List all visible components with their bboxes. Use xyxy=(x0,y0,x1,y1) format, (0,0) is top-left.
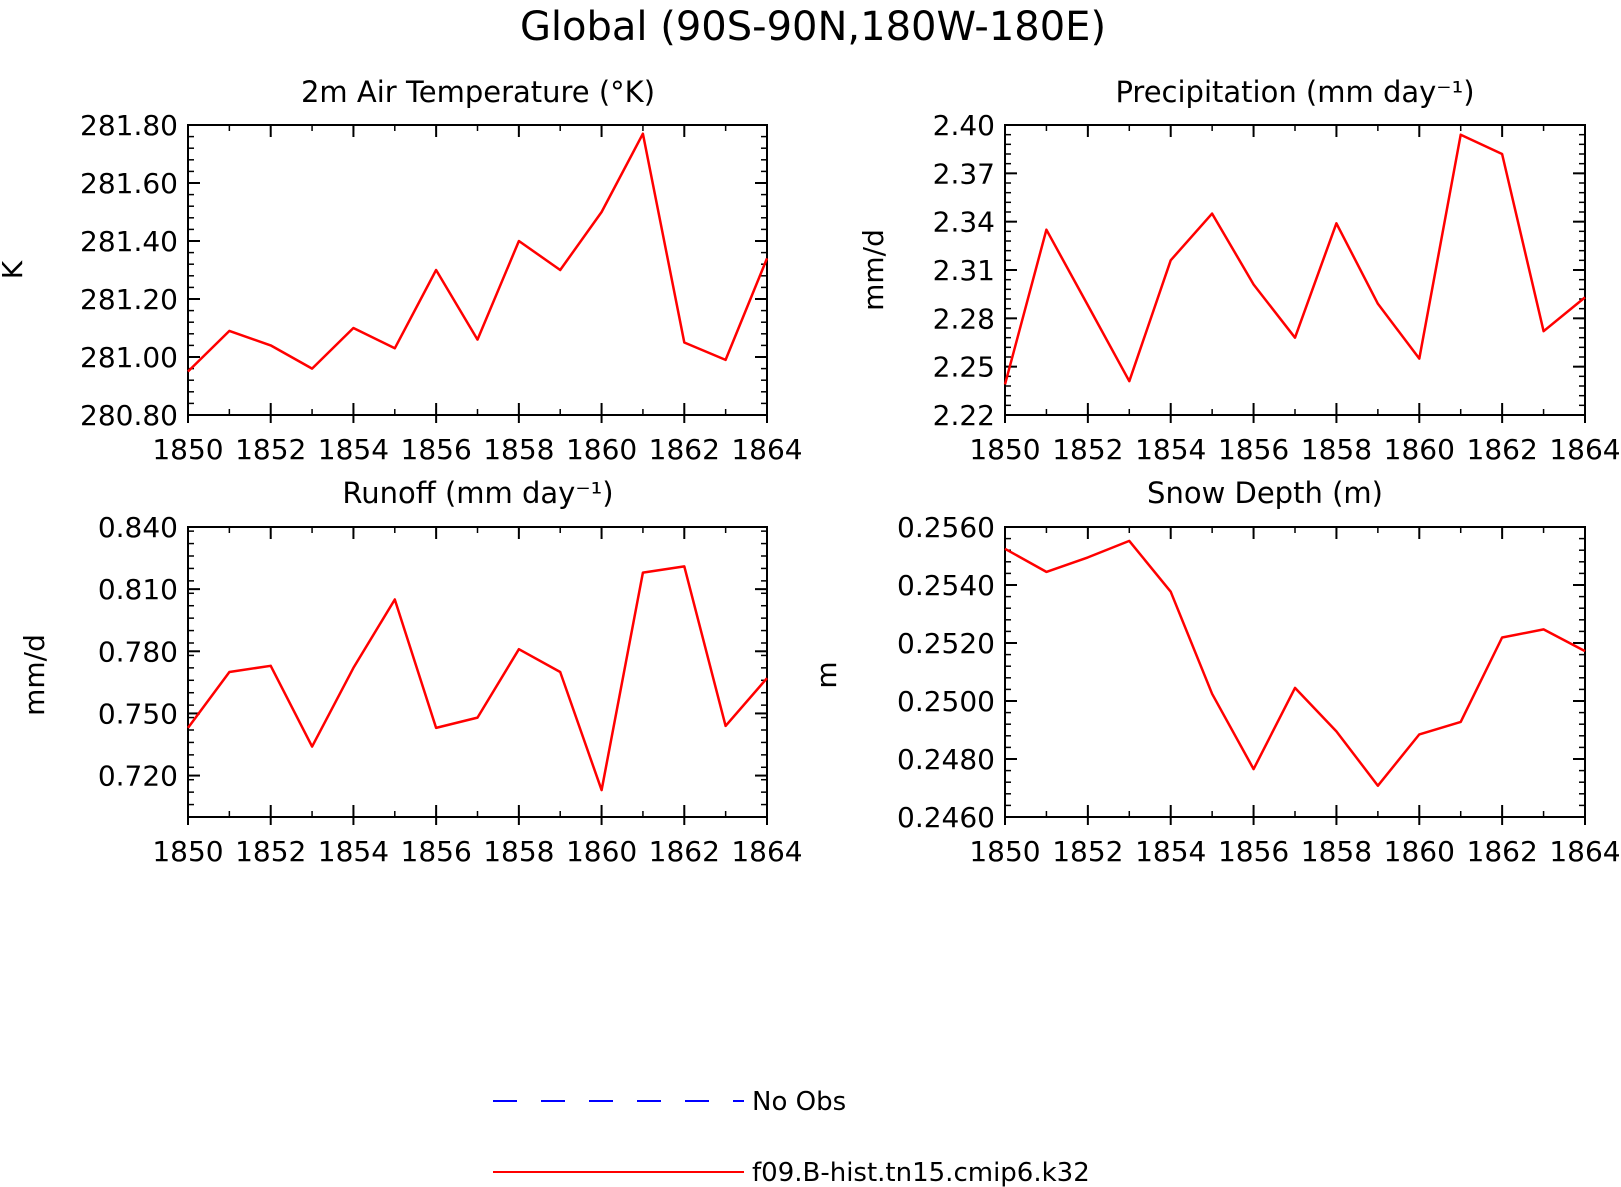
y-tick-label: 2.34 xyxy=(933,206,995,239)
x-tick-label: 1864 xyxy=(1549,433,1620,466)
x-tick-label: 1862 xyxy=(1467,835,1538,868)
panel-precipitation: Precipitation (mm day⁻¹) mm/d 2.222.252.… xyxy=(857,75,1621,466)
y-tick-label: 2.28 xyxy=(933,302,995,335)
x-tick-label: 1860 xyxy=(566,835,637,868)
y-tick-label: 0.2560 xyxy=(897,511,995,544)
y-tick-label: 281.20 xyxy=(80,283,178,316)
y-tick-label: 2.22 xyxy=(933,399,995,432)
x-tick-label: 1856 xyxy=(401,433,472,466)
plot-frame xyxy=(1004,526,1586,818)
legend-label-model: f09.B-hist.tn15.cmip6.k32 xyxy=(752,1158,1090,1187)
x-tick-label: 1850 xyxy=(969,433,1040,466)
x-tick-label: 1858 xyxy=(483,433,554,466)
legend: No Obs f09.B-hist.tn15.cmip6.k32 xyxy=(493,1087,1090,1187)
y-tick-label: 281.00 xyxy=(80,341,178,374)
series-line-precipitation xyxy=(1003,133,1586,385)
y-tick-label: 0.750 xyxy=(98,697,178,730)
x-tick-label: 1850 xyxy=(152,433,223,466)
x-tick-label: 1858 xyxy=(483,835,554,868)
x-tick-label: 1854 xyxy=(318,835,389,868)
x-tick-label: 1856 xyxy=(1218,433,1289,466)
y-tick-label: 0.810 xyxy=(98,573,178,606)
y-tick-label: 0.840 xyxy=(98,511,178,544)
x-tick-label: 1854 xyxy=(318,433,389,466)
panel-title-runoff: Runoff (mm day⁻¹) xyxy=(342,476,613,510)
x-tick-label: 1864 xyxy=(731,835,802,868)
x-tick-label: 1856 xyxy=(1218,835,1289,868)
y-tick-label: 281.40 xyxy=(80,225,178,258)
y-axis-label-air-temperature: K xyxy=(0,260,29,279)
x-tick-label: 1854 xyxy=(1135,433,1206,466)
panel-air-temperature: 2m Air Temperature (°K) K 280.80281.0028… xyxy=(0,75,803,466)
x-tick-label: 1852 xyxy=(1052,835,1123,868)
y-tick-label: 0.2520 xyxy=(897,627,995,660)
y-axis-label-runoff: mm/d xyxy=(18,634,51,716)
x-tick-label: 1854 xyxy=(1135,835,1206,868)
y-tick-label: 281.60 xyxy=(80,167,178,200)
x-tick-label: 1860 xyxy=(566,433,637,466)
x-tick-label: 1862 xyxy=(649,433,720,466)
plot-frame xyxy=(187,124,768,416)
panel-title-air-temperature: 2m Air Temperature (°K) xyxy=(301,75,655,109)
y-tick-label: 0.2540 xyxy=(897,569,995,602)
panel-runoff: Runoff (mm day⁻¹) mm/d 0.7200.7500.7800.… xyxy=(18,476,803,868)
x-tick-label: 1856 xyxy=(401,835,472,868)
series-line-snow-depth xyxy=(1004,539,1586,787)
y-tick-label: 2.25 xyxy=(933,351,995,384)
y-tick-label: 0.780 xyxy=(98,635,178,668)
y-tick-label: 0.2460 xyxy=(897,801,995,834)
series-line-runoff xyxy=(186,565,768,792)
x-tick-label: 1858 xyxy=(1301,433,1372,466)
y-tick-label: 280.80 xyxy=(80,399,178,432)
x-tick-label: 1852 xyxy=(1052,433,1123,466)
panel-snow-depth: Snow Depth (m) m 0.2460 0.2480 0.2500 0.252… xyxy=(810,476,1621,868)
figure-title: Global (90S-90N,180W-180E) xyxy=(520,4,1106,50)
y-tick-label: 2.37 xyxy=(933,157,995,190)
plot-area-air-temperature: 280.80 281.00 281.20 281.40 281.60 281.80 1850… xyxy=(80,109,803,466)
x-tick-label: 1860 xyxy=(1384,835,1455,868)
x-tick-label: 1858 xyxy=(1301,835,1372,868)
plot-area-precipitation: 2.22 2.25 2.28 2.31 2.34 2.37 2.40 1850 1852 1854… xyxy=(933,109,1621,466)
y-tick-label: 0.720 xyxy=(98,760,178,793)
x-tick-label: 1850 xyxy=(969,835,1040,868)
y-tick-label: 2.31 xyxy=(933,254,995,287)
plot-area-snow-depth: 0.2460 0.2480 0.2500 0.2520 0.2540 0.2560 1850… xyxy=(897,511,1621,868)
series-line-air-temperature xyxy=(187,132,769,373)
panel-title-precipitation: Precipitation (mm day⁻¹) xyxy=(1115,75,1474,109)
y-tick-label: 0.2480 xyxy=(897,743,995,776)
y-axis-label-snow-depth: m xyxy=(810,661,843,688)
panel-title-snow-depth: Snow Depth (m) xyxy=(1147,476,1383,510)
x-tick-label: 1864 xyxy=(731,433,802,466)
y-tick-label: 2.40 xyxy=(933,109,995,142)
x-tick-label: 1862 xyxy=(649,835,720,868)
x-tick-label: 1860 xyxy=(1384,433,1455,466)
x-tick-label: 1852 xyxy=(235,433,306,466)
x-tick-label: 1852 xyxy=(235,835,306,868)
y-tick-label: 0.2500 xyxy=(897,685,995,718)
x-tick-label: 1862 xyxy=(1467,433,1538,466)
x-tick-label: 1850 xyxy=(152,835,223,868)
plot-frame xyxy=(1004,124,1586,416)
x-tick-label: 1864 xyxy=(1549,835,1620,868)
plot-area-runoff: 0.720 0.750 0.780 0.810 0.840 1850 1852 1854 185… xyxy=(98,511,803,868)
legend-label-no-obs: No Obs xyxy=(752,1087,846,1117)
y-tick-label: 281.80 xyxy=(80,109,178,142)
y-axis-label-precipitation: mm/d xyxy=(857,229,890,311)
